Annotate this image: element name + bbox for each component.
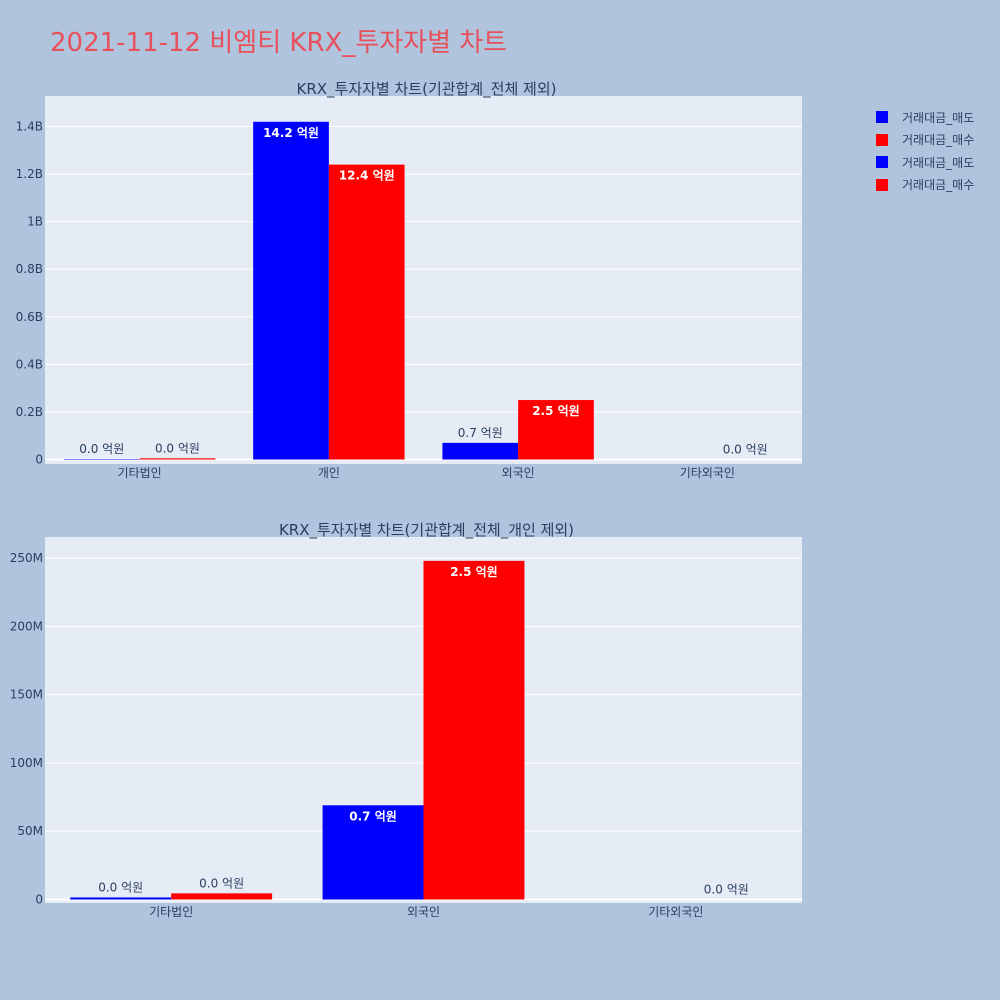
bar <box>70 897 172 900</box>
data-label: 0.0 억원 <box>704 883 749 897</box>
legend-item[interactable]: 거래대금_매수 <box>876 174 974 197</box>
bar <box>322 805 424 900</box>
x-tick-label: 개인 <box>318 466 340 480</box>
data-label: 14.2 억원 <box>263 126 319 140</box>
legend-swatch-icon <box>876 178 888 191</box>
bar <box>139 458 216 460</box>
y-tick-label: 0.6B <box>16 310 43 324</box>
data-label: 12.4 억원 <box>339 169 395 183</box>
plot-area <box>45 96 802 464</box>
legend: 거래대금_매도 거래대금_매수 거래대금_매도 거래대금_매수 <box>876 106 974 196</box>
y-tick-label: 0 <box>35 453 43 467</box>
y-tick-label: 0.4B <box>16 357 43 371</box>
bar <box>253 121 329 460</box>
data-label: 0.7 억원 <box>458 426 503 440</box>
chart-title: KRX_투자자별 차트(기관합계_전체 제외) <box>297 80 557 99</box>
data-label: 0.7 억원 <box>349 809 397 823</box>
y-tick-label: 0 <box>35 893 43 907</box>
y-tick-label: 0.8B <box>16 262 43 276</box>
bar <box>171 893 273 900</box>
y-tick-label: 1B <box>27 215 43 229</box>
y-tick-label: 250M <box>10 551 43 565</box>
data-label: 0.0 억원 <box>79 442 124 456</box>
y-tick-label: 0.2B <box>16 405 43 419</box>
x-tick-label: 기타법인 <box>149 905 193 919</box>
chart-title: KRX_투자자별 차트(기관합계_전체_개인 제외) <box>279 521 574 540</box>
x-tick-label: 기타외국인 <box>680 466 735 480</box>
x-tick-label: 기타외국인 <box>648 905 703 919</box>
y-tick-label: 1.2B <box>16 167 43 181</box>
x-tick-label: 기타법인 <box>118 466 162 480</box>
legend-label: 거래대금_매수 <box>902 133 975 148</box>
y-tick-label: 1.4B <box>16 120 43 134</box>
bar <box>518 400 594 460</box>
legend-swatch-icon <box>876 111 888 124</box>
data-label: 2.5 억원 <box>450 565 498 579</box>
x-tick-label: 외국인 <box>407 905 440 919</box>
page-title: 2021-11-12 비엠티 KRX_투자자별 차트 <box>50 28 508 58</box>
legend-swatch-icon <box>876 156 888 169</box>
bar <box>442 442 519 460</box>
x-tick-label: 외국인 <box>502 466 535 480</box>
legend-item[interactable]: 거래대금_매도 <box>876 106 974 129</box>
y-tick-label: 100M <box>10 756 43 770</box>
legend-label: 거래대금_매수 <box>902 178 975 193</box>
legend-swatch-icon <box>876 133 888 146</box>
data-label: 0.0 억원 <box>723 443 768 457</box>
legend-label: 거래대금_매도 <box>902 155 975 170</box>
legend-label: 거래대금_매도 <box>902 110 975 125</box>
y-tick-label: 50M <box>17 824 43 838</box>
y-tick-label: 200M <box>10 619 43 633</box>
legend-item[interactable]: 거래대금_매도 <box>876 151 974 174</box>
bar <box>328 164 405 460</box>
data-label: 0.0 억원 <box>98 880 143 894</box>
y-tick-label: 150M <box>10 688 43 702</box>
legend-item[interactable]: 거래대금_매수 <box>876 129 974 152</box>
data-label: 2.5 억원 <box>532 404 580 418</box>
data-label: 0.0 억원 <box>199 876 244 890</box>
data-label: 0.0 억원 <box>155 441 200 455</box>
bar <box>423 560 525 900</box>
